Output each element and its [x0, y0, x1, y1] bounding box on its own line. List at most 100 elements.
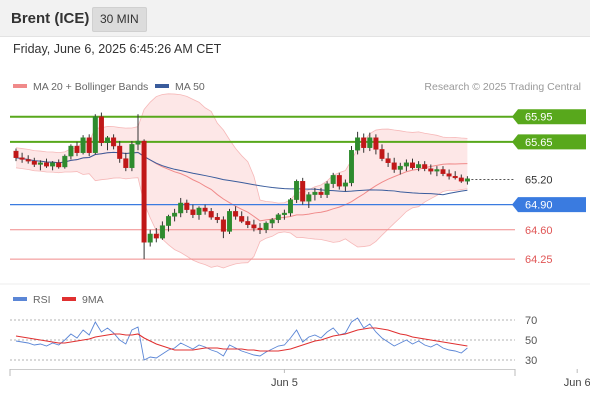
candle-body [422, 164, 428, 169]
level-65-95-label: 65.95 [525, 112, 553, 124]
rsi-legend: RSI 9MA [13, 294, 104, 306]
candle-body [92, 116, 98, 153]
bollinger-upper-line [15, 93, 468, 204]
candle-body [135, 140, 141, 145]
candle-body [117, 145, 123, 159]
candle-body [226, 211, 232, 232]
bollinger-lower-line [15, 167, 468, 269]
instrument-title: Brent (ICE) [11, 10, 90, 27]
level-64-90-tag [512, 197, 586, 213]
level-65-65-tag [512, 134, 586, 150]
candle-body [129, 144, 135, 169]
candle-body [367, 137, 373, 148]
rsi-series-rsi-line [15, 317, 468, 361]
candle-body [440, 169, 446, 174]
candle-body [214, 217, 220, 220]
rsi-panel: 70 50 30 [10, 315, 537, 367]
level-65-20-tag [517, 172, 586, 188]
candle-body [324, 183, 330, 195]
rsi-legend-swatch [13, 297, 27, 301]
candle-body [434, 169, 440, 172]
level-65-65-label: 65.65 [525, 137, 553, 149]
candle-body [428, 168, 434, 172]
candle-body [19, 157, 25, 160]
rsi-tick-70: 70 [525, 315, 537, 327]
candle-body [349, 150, 355, 184]
level-64-25-label: 64.25 [525, 254, 553, 266]
candle-body [159, 225, 165, 239]
candle-body [373, 137, 379, 150]
candle-body [452, 175, 458, 179]
candle-body [269, 219, 275, 224]
candle-body [50, 162, 56, 167]
rsi-legend-label: RSI [33, 294, 51, 306]
candle-body [281, 212, 287, 215]
legend-label-ma50: MA 50 [175, 81, 205, 93]
candle-body [184, 202, 190, 210]
candle-body [312, 191, 318, 195]
candle-body [318, 191, 324, 195]
timeframe-badge[interactable]: 30 MIN [92, 7, 147, 32]
candle-body [153, 233, 159, 239]
candle-body [111, 137, 117, 147]
candle-body [446, 173, 452, 177]
bollinger-band-area [16, 93, 468, 268]
legend-label-ma20: MA 20 + Bollinger Bands [33, 81, 148, 93]
candle-body [220, 219, 226, 232]
candle-body [25, 159, 31, 162]
candle-body [275, 214, 281, 220]
candle-body [342, 182, 348, 187]
candle-body [288, 199, 294, 214]
candle-body [397, 165, 403, 170]
candle-body [379, 149, 385, 159]
candle-body [257, 227, 263, 230]
candle-body [410, 162, 416, 169]
candle-body [336, 175, 342, 187]
candle-body [355, 137, 361, 151]
candle-body [190, 209, 196, 215]
candle-body [306, 194, 312, 202]
time-axis-line [10, 369, 515, 370]
rsi-tick-30: 30 [525, 355, 537, 367]
candle-body [239, 216, 245, 222]
candle-body [403, 162, 409, 167]
candle-body [172, 212, 178, 217]
header-bar: Brent (ICE) 30 MIN [0, 0, 590, 37]
candle-body [56, 162, 62, 168]
candle-body [68, 145, 74, 157]
candle-body [31, 160, 37, 165]
level-64-90-label: 64.90 [525, 200, 553, 212]
candle-body [385, 158, 391, 163]
candle-body [37, 162, 43, 165]
candle-body [263, 222, 269, 230]
legend: MA 20 + Bollinger Bands MA 50 Research ©… [13, 81, 581, 93]
candle-body [62, 155, 68, 168]
candle-body [86, 137, 92, 153]
candle-body [202, 207, 208, 212]
candle-body [330, 175, 336, 184]
rsi-series-9ma-line [15, 327, 468, 352]
rsi-tick-50: 50 [525, 335, 537, 347]
candle-body [178, 202, 184, 214]
level-65-20-label: 65.20 [525, 175, 553, 187]
time-axis-label: Jun 5 [271, 377, 298, 389]
candle-body [233, 211, 239, 217]
candle-body [391, 162, 397, 170]
candle-body [208, 211, 214, 218]
main-panel: 65.95 65.65 65.20 64.90 64.60 64.25 [10, 93, 586, 269]
ma50-line [15, 151, 468, 196]
ma9-legend-swatch [62, 297, 76, 301]
candle-body [300, 181, 306, 202]
candle-body [464, 178, 470, 182]
candle-body [245, 221, 251, 225]
candle-body [98, 116, 104, 143]
legend-swatch-ma50 [155, 84, 169, 88]
ma9-legend-label: 9MA [82, 294, 104, 306]
candle-body [147, 233, 153, 243]
time-axis-label: Jun 6 [564, 377, 590, 389]
candle-body [141, 140, 147, 243]
candle-body [44, 162, 50, 167]
